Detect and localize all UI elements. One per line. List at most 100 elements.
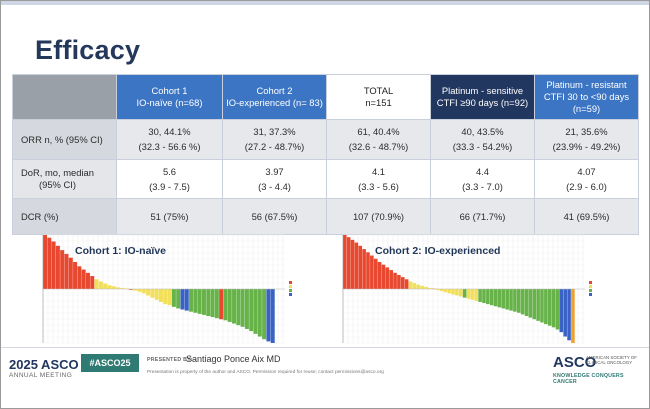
waterfall-bar	[377, 262, 382, 289]
table-cell: 56 (67.5%)	[222, 198, 327, 235]
cell-main: 4.07	[577, 165, 596, 177]
legend-swatch	[589, 285, 592, 288]
waterfall-bar	[201, 289, 206, 315]
table-row-dcr: DCR (%) 51 (75%) 56 (67.5%) 107 (70.9%) …	[12, 198, 639, 235]
cell-main: 40, 43.5%	[461, 126, 504, 137]
waterfall-bar	[451, 289, 455, 295]
waterfall-bar	[497, 289, 502, 308]
waterfall-bar	[197, 289, 202, 314]
waterfall-bar	[370, 255, 374, 289]
meeting-subtitle: ANNUAL MEETING	[9, 372, 73, 379]
waterfall-bar	[362, 249, 366, 289]
efficacy-table: Cohort 1 IO-naïve (n=68) Cohort 2 IO-exper…	[12, 74, 639, 235]
waterfall-bar	[60, 250, 65, 289]
header-line1: Cohort 1	[151, 85, 188, 96]
waterfall-bar	[141, 289, 146, 294]
cell-sub: (3 - 4.4)	[258, 180, 291, 192]
waterfall-bar	[77, 266, 82, 289]
waterfall-bar	[501, 289, 506, 309]
waterfall-bar	[389, 270, 393, 289]
waterfall-bar	[466, 289, 471, 299]
footer-divider	[1, 347, 649, 348]
slide-title: Efficacy	[35, 35, 141, 65]
waterfall-bar	[412, 283, 417, 289]
waterfall-bar	[116, 287, 121, 289]
table-cell: 66 (71.7%)	[430, 198, 535, 235]
waterfall-bar	[51, 241, 56, 289]
row-label: DCR (%)	[12, 198, 117, 235]
waterfall-bar	[435, 289, 440, 291]
waterfall-bar	[232, 289, 237, 324]
row-label-line2: (95% CI)	[39, 179, 76, 190]
legend-swatch	[289, 293, 292, 296]
waterfall-bar	[193, 289, 198, 313]
top-bar	[1, 1, 649, 5]
waterfall-bar	[559, 289, 564, 333]
cell-sub: (2.9 - 6.0)	[566, 180, 607, 192]
header-line2: IO-naïve (n=68)	[136, 97, 203, 108]
waterfall-bar	[68, 257, 73, 289]
waterfall-bar	[43, 235, 47, 289]
waterfall-bar	[505, 289, 509, 310]
waterfall-bar	[474, 289, 479, 301]
waterfall-bar	[262, 289, 267, 340]
header-total: TOTAL n=151	[326, 74, 431, 120]
legend-swatch	[289, 285, 292, 288]
table-cell: 40, 43.5% (33.3 - 54.2%)	[430, 119, 535, 160]
legend-swatch	[289, 281, 292, 284]
waterfall-bar	[428, 287, 432, 289]
waterfall-bar	[266, 289, 271, 342]
waterfall-bar	[94, 279, 99, 289]
chart-title-cohort1: Cohort 1: IO-naïve	[75, 245, 167, 257]
header-platinum-resistant: Platinum - resistant CTFI 30 to <90 days …	[534, 74, 639, 120]
waterfall-bar	[73, 262, 78, 289]
cell-sub: (3.9 - 7.5)	[149, 180, 190, 192]
waterfall-bar	[350, 239, 355, 289]
waterfall-bar	[223, 289, 228, 321]
cell-sub: (27.2 - 48.7%)	[244, 141, 305, 152]
table-cell: 30, 44.1% (32.3 - 56.6 %)	[116, 119, 223, 160]
waterfall-bar	[547, 289, 552, 326]
waterfall-bar	[528, 289, 533, 318]
waterfall-bar	[120, 287, 125, 289]
header-line1: Platinum - resistant	[546, 79, 627, 90]
waterfall-bar	[244, 289, 249, 329]
legend-swatch	[589, 281, 592, 284]
table-cell: 41 (69.5%)	[534, 198, 639, 235]
chart-title-cohort2: Cohort 2: IO-experienced	[375, 245, 501, 257]
cell-sub: (23.9% - 49.2%)	[552, 141, 621, 152]
cell-main: 4.1	[371, 165, 386, 177]
copyright-notice: Presentation is property of the author a…	[147, 370, 384, 375]
waterfall-bar	[85, 272, 90, 289]
waterfall-bar	[236, 289, 241, 326]
waterfall-bar	[111, 286, 116, 289]
waterfall-bar	[551, 289, 556, 328]
waterfall-bar	[524, 289, 529, 316]
table-cell: 4.07 (2.9 - 6.0)	[534, 159, 639, 199]
waterfall-bar	[397, 274, 401, 289]
cell-main: 3.97	[265, 165, 284, 177]
waterfall-bar	[536, 289, 540, 321]
header-empty-cell	[12, 74, 117, 120]
header-platinum-sensitive: Platinum - sensitive CTFI ≥90 days (n=92)	[430, 74, 535, 120]
waterfall-bar	[98, 281, 103, 289]
waterfall-bar	[163, 289, 168, 305]
waterfall-bar	[571, 289, 575, 343]
header-cohort1: Cohort 1 IO-naïve (n=68)	[116, 74, 223, 120]
waterfall-bar	[459, 289, 463, 297]
waterfall-bar	[563, 289, 567, 337]
waterfall-bar	[159, 289, 163, 302]
waterfall-bar	[55, 245, 60, 289]
waterfall-bar	[439, 289, 444, 292]
waterfall-bar	[555, 289, 560, 330]
waterfall-bar	[103, 283, 108, 289]
header-line1: Cohort 2	[256, 85, 293, 96]
table-cell: 4.4 (3.3 - 7.0)	[430, 159, 535, 199]
waterfall-bar	[219, 289, 224, 320]
waterfall-bar	[343, 235, 347, 289]
table-header-row: Cohort 1 IO-naïve (n=68) Cohort 2 IO-exper…	[12, 74, 639, 120]
legend-swatch	[289, 289, 292, 292]
waterfall-bar	[447, 289, 451, 294]
waterfall-bar	[133, 289, 138, 291]
